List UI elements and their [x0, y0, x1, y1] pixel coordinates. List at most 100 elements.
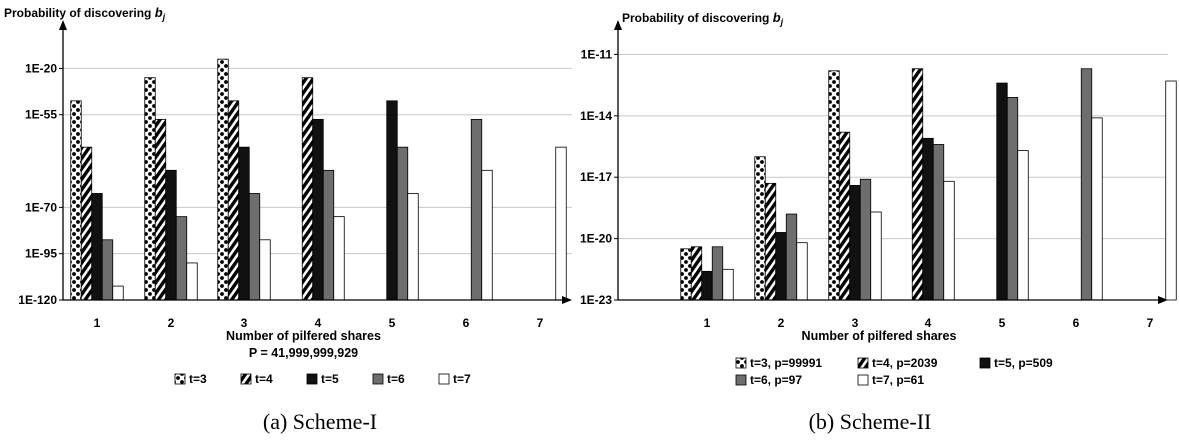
- y-axis-arrow: [59, 20, 67, 30]
- bar-t7-cat-6: [1091, 117, 1103, 301]
- bar-t5-cat-1: [91, 193, 103, 301]
- bar-t5-cat-3: [238, 146, 250, 301]
- x-tick-label: 4: [315, 316, 322, 330]
- legend-label: t=7, p=61: [872, 373, 924, 387]
- x-tick-label: 3: [852, 316, 859, 330]
- legend-label: t=4: [255, 372, 273, 386]
- legend-label: t=6: [387, 372, 405, 386]
- bar-t6-cat-2: [175, 216, 188, 301]
- bar-t4-cat-3: [227, 100, 240, 301]
- x-tick-label: 2: [168, 316, 175, 330]
- x-tick-label: 3: [241, 316, 248, 330]
- y-tick-label: 1E-23: [580, 293, 612, 307]
- y-axis-label: Probability of discovering bj: [622, 10, 784, 27]
- bar-t3-cat-3: [217, 58, 229, 301]
- bar-t4-cat-3: [838, 131, 851, 301]
- bar-t6-cat-3: [248, 193, 261, 301]
- x-axis-label: Number of pilfered shares: [226, 329, 381, 343]
- legend: t=3, p=99991 t=4, p=2039 t=5, p=509 t=6, p=…: [735, 356, 1053, 387]
- bar-t5-cat-2: [775, 232, 787, 301]
- x-axis-label: Number of pilfered shares: [802, 329, 957, 343]
- bar-t3-cat-1: [70, 100, 82, 301]
- bar-t5-cat-5: [386, 100, 398, 301]
- x-tick-label: 2: [778, 316, 785, 330]
- bar-t4-cat-1: [80, 146, 93, 301]
- y-tick-label: 1E-14: [580, 109, 612, 123]
- bar-t6-cat-3: [859, 178, 872, 301]
- chart-1: Probability of discovering bj 1E-120 1E-95…: [4, 5, 572, 434]
- x-axis-arrow: [562, 296, 572, 304]
- bar-t6-cat-5: [396, 146, 409, 301]
- legend-swatch: [735, 357, 747, 369]
- legend-swatch: [735, 374, 747, 386]
- bar-t5-cat-4: [312, 118, 324, 301]
- legend-label: t=3: [189, 372, 207, 386]
- legend-label: t=3, p=99991: [750, 356, 822, 370]
- legend-swatch: [372, 373, 384, 385]
- bar-t6-cat-6: [1080, 68, 1093, 301]
- legend: t=3 t=4 t=5 t=6 t=7: [174, 372, 471, 386]
- legend-label: t=5, p=509: [994, 356, 1053, 370]
- chart-subtitle: P = 41,999,999,929: [249, 346, 358, 360]
- bar-t5-cat-3: [849, 184, 861, 301]
- legend-swatch: [306, 373, 318, 385]
- legend-label: t=7: [453, 372, 471, 386]
- y-tick-label: 1E-20: [580, 232, 612, 246]
- x-tick-label: 1: [94, 316, 101, 330]
- chart-2: Probability of discovering bj 1E-23 1E-20 1…: [580, 10, 1177, 434]
- bar-t7-cat-7: [555, 146, 567, 301]
- x-tick-label: 5: [389, 316, 396, 330]
- legend-swatch: [438, 373, 450, 385]
- bar-t4-cat-2: [764, 182, 777, 301]
- x-tick-label: 4: [925, 316, 932, 330]
- bar-t7-cat-7: [1165, 80, 1177, 301]
- bar-t6-cat-6: [470, 118, 483, 301]
- legend-label: t=6, p=97: [750, 373, 802, 387]
- y-tick-label: 1E-17: [580, 170, 612, 184]
- legend-swatch: [857, 374, 869, 386]
- y-tick-label: 1E-55: [25, 108, 57, 122]
- charts-layer: Probability of discovering bj 1E-120 1E-95…: [4, 5, 1177, 434]
- bar-t6-cat-1: [101, 239, 114, 301]
- bar-t5-cat-1: [701, 270, 713, 301]
- y-tick-label: 1E-20: [25, 61, 57, 75]
- x-axis-arrow: [1158, 296, 1168, 304]
- bar-t4-cat-2: [154, 118, 167, 301]
- bar-t7-cat-3: [259, 239, 271, 301]
- bar-t6-cat-4: [932, 144, 945, 301]
- bar-t3-cat-2: [754, 156, 766, 301]
- bar-t4-cat-1: [690, 246, 703, 301]
- bar-t6-cat-5: [1006, 96, 1019, 301]
- legend-label: t=5: [321, 372, 339, 386]
- y-axis-arrow: [614, 20, 622, 30]
- bar-t7-cat-2: [796, 242, 808, 301]
- bar-t7-cat-4: [943, 180, 955, 301]
- x-tick-label: 7: [1147, 316, 1154, 330]
- figure-caption: (a) Scheme-I: [263, 409, 377, 434]
- bar-t3-cat-2: [144, 77, 156, 301]
- bar-t6-cat-4: [322, 169, 335, 301]
- y-tick-label: 1E-120: [18, 293, 57, 307]
- bar-t7-cat-4: [333, 216, 345, 301]
- y-tick-label: 1E-11: [581, 47, 613, 61]
- legend-swatch: [240, 373, 252, 385]
- bar-t7-cat-1: [112, 285, 124, 301]
- x-tick-label: 6: [1073, 316, 1080, 330]
- y-axis-label: Probability of discovering bj: [4, 5, 166, 22]
- bar-t4-cat-4: [911, 68, 924, 301]
- x-tick-label: 6: [463, 316, 470, 330]
- bar-t3-cat-1: [680, 248, 692, 301]
- bar-t5-cat-4: [922, 137, 934, 301]
- x-tick-label: 5: [999, 316, 1006, 330]
- bar-t6-cat-1: [711, 246, 724, 301]
- bar-t4-cat-4: [301, 77, 314, 301]
- bar-t5-cat-5: [996, 82, 1008, 301]
- bar-t7-cat-2: [186, 262, 198, 301]
- legend-swatch: [174, 373, 186, 385]
- bar-t5-cat-2: [165, 169, 177, 301]
- x-tick-label: 7: [537, 316, 544, 330]
- legend-swatch: [857, 357, 869, 369]
- y-tick-label: 1E-70: [25, 200, 57, 214]
- bar-t6-cat-2: [785, 213, 798, 301]
- legend-label: t=4, p=2039: [872, 356, 938, 370]
